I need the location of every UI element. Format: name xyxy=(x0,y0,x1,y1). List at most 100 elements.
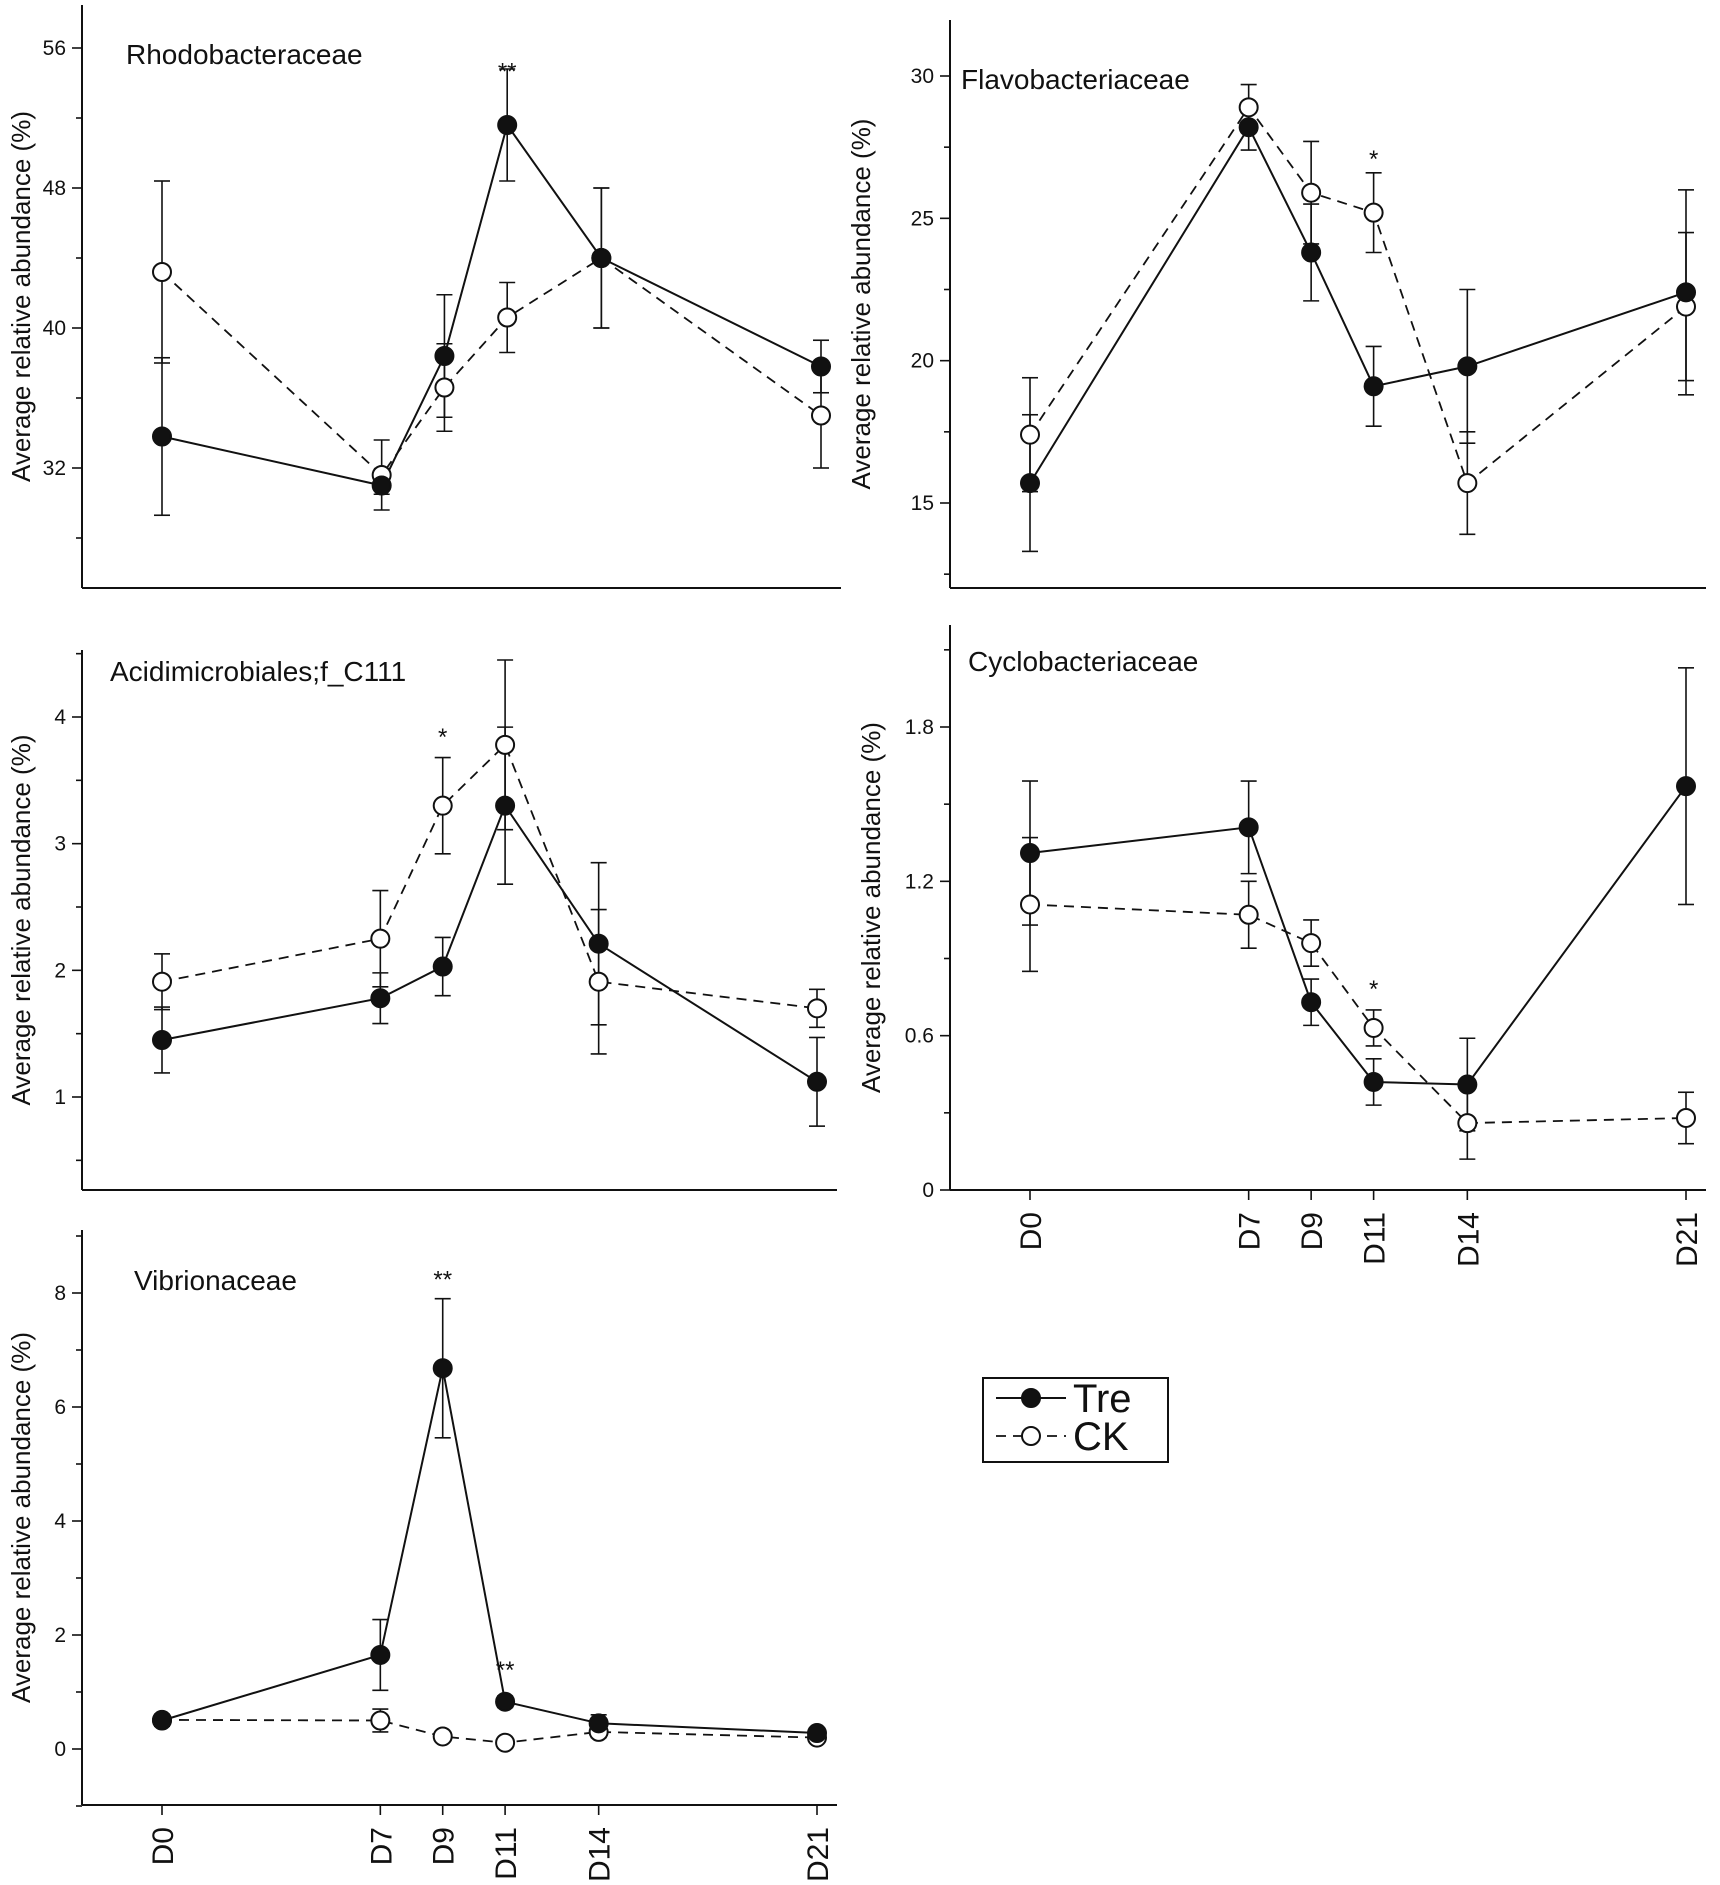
data-point-ck xyxy=(1301,933,1322,954)
data-point-ck xyxy=(495,1732,516,1753)
data-point-ck xyxy=(1363,202,1384,223)
y-tick-label: 15 xyxy=(911,492,934,515)
data-point-tre xyxy=(1676,776,1696,797)
data-point-tre xyxy=(495,795,516,816)
data-point-ck xyxy=(1457,473,1478,494)
y-tick-label: 1.2 xyxy=(905,870,934,893)
cyclobacteriaceae-panel: 0 0.6 1.2 1.8 Average relative abundance (%)… xyxy=(856,625,1706,1267)
legend: Tre CK xyxy=(982,1377,1169,1463)
flavobacteriaceae-panel: 15 20 25 30 Average relative abundance (%) Fl… xyxy=(846,20,1706,589)
significance-marker: ** xyxy=(498,59,517,86)
data-point-tre xyxy=(434,346,455,366)
series-line-ck xyxy=(161,743,818,1010)
data-point-tre xyxy=(588,1713,609,1734)
data-point-ck xyxy=(807,998,827,1019)
x-tick-label: D21 xyxy=(1671,1212,1704,1267)
data-point-tre xyxy=(1363,376,1384,397)
y-tick-label: 56 xyxy=(43,37,66,60)
data-point-tre xyxy=(811,356,831,377)
significance-marker: * xyxy=(1369,146,1378,173)
x-tick-label: D9 xyxy=(428,1827,461,1865)
data-point-ck xyxy=(811,405,831,426)
series-line-ck xyxy=(1029,903,1687,1125)
data-point-tre xyxy=(1020,473,1040,494)
x-tick-label: D0 xyxy=(1015,1212,1048,1250)
data-point-ck xyxy=(1238,904,1259,925)
x-tick-label: D14 xyxy=(1452,1212,1485,1267)
data-point-ck xyxy=(1020,424,1040,445)
data-point-ck xyxy=(370,1710,391,1731)
y-tick-label: 2 xyxy=(54,1624,66,1647)
data-point-ck xyxy=(1363,1017,1384,1038)
data-point-ck xyxy=(1676,1107,1696,1128)
data-point-ck xyxy=(152,971,172,992)
data-point-tre xyxy=(588,933,609,954)
y-tick-label: 32 xyxy=(43,457,66,480)
y-tick-label: 40 xyxy=(43,317,66,340)
data-point-ck xyxy=(152,262,172,282)
data-point-tre xyxy=(432,956,453,977)
y-tick-label: 48 xyxy=(43,177,66,200)
data-point-tre xyxy=(1238,117,1259,138)
y-tick-label: 8 xyxy=(54,1282,66,1305)
series-line-ck xyxy=(1029,105,1687,485)
data-point-ck xyxy=(497,307,518,328)
y-tick-label: 6 xyxy=(54,1396,66,1419)
series-line-ck xyxy=(161,256,822,477)
data-point-tre xyxy=(370,1644,391,1665)
y-axis-label: Average relative abundance (%) xyxy=(6,1332,36,1703)
panel-title: Rhodobacteraceae xyxy=(126,39,363,70)
panel-title: Cyclobacteriaceae xyxy=(968,646,1198,677)
x-tick-label: D21 xyxy=(802,1827,835,1882)
y-tick-label: 3 xyxy=(54,833,66,856)
y-tick-label: 0 xyxy=(54,1738,66,1761)
y-axis-label: Average relative abundance (%) xyxy=(6,111,36,482)
data-point-tre xyxy=(152,1710,172,1731)
data-point-ck xyxy=(370,928,391,949)
data-point-ck xyxy=(432,795,453,816)
y-tick-label: 2 xyxy=(54,959,66,982)
series-line-tre xyxy=(1029,785,1687,1086)
significance-marker: ** xyxy=(433,1266,452,1293)
data-point-ck xyxy=(432,1726,453,1747)
data-point-ck xyxy=(1457,1113,1478,1134)
data-point-tre xyxy=(1363,1071,1384,1092)
y-tick-label: 0 xyxy=(922,1179,934,1202)
data-point-tre xyxy=(1301,992,1322,1013)
rhodobacteraceae-panel: 32 40 48 56 Average relative abundance (%) Rh… xyxy=(6,5,841,589)
x-tick-label: D7 xyxy=(1234,1212,1267,1250)
legend-tre-label: Tre xyxy=(1073,1377,1132,1421)
x-tick-label: D7 xyxy=(365,1827,398,1865)
legend-box xyxy=(982,1377,1169,1463)
x-tick-label: D0 xyxy=(147,1827,180,1865)
data-point-ck xyxy=(1301,182,1322,203)
data-point-ck xyxy=(434,377,455,398)
data-point-tre xyxy=(370,988,391,1009)
x-tick-label: D11 xyxy=(490,1827,523,1880)
panel-title: Flavobacteriaceae xyxy=(961,64,1190,95)
y-axis-label: Average relative abundance (%) xyxy=(846,119,876,490)
data-point-tre xyxy=(152,1030,172,1050)
vibrionaceae-panel: 0 2 4 6 8 Average relative abundance (%) D0 D7 D… xyxy=(6,1230,837,1882)
panel-title: Vibrionaceae xyxy=(134,1265,297,1296)
y-tick-label: 1.8 xyxy=(905,716,934,739)
legend-ck-label: CK xyxy=(1073,1415,1129,1459)
y-tick-label: 30 xyxy=(911,65,934,88)
data-point-ck xyxy=(1238,97,1259,118)
y-tick-label: 4 xyxy=(54,706,66,729)
data-point-ck xyxy=(495,734,516,755)
series-line-tre xyxy=(161,803,818,1083)
data-point-tre xyxy=(1301,242,1322,263)
x-tick-label: D11 xyxy=(1359,1212,1392,1265)
legend-ck-marker xyxy=(1021,1426,1041,1446)
y-axis-label: Average relative abundance (%) xyxy=(856,722,886,1093)
significance-marker: * xyxy=(1369,976,1378,1003)
data-point-tre xyxy=(1020,843,1040,864)
data-point-tre xyxy=(1676,282,1696,303)
data-point-tre xyxy=(591,248,612,268)
data-point-tre xyxy=(371,475,392,496)
acidimicrobiales-panel: 1 2 3 4 Average relative abundance (%) Acidim… xyxy=(6,650,837,1191)
data-point-tre xyxy=(1238,817,1259,838)
data-point-tre xyxy=(497,115,518,135)
